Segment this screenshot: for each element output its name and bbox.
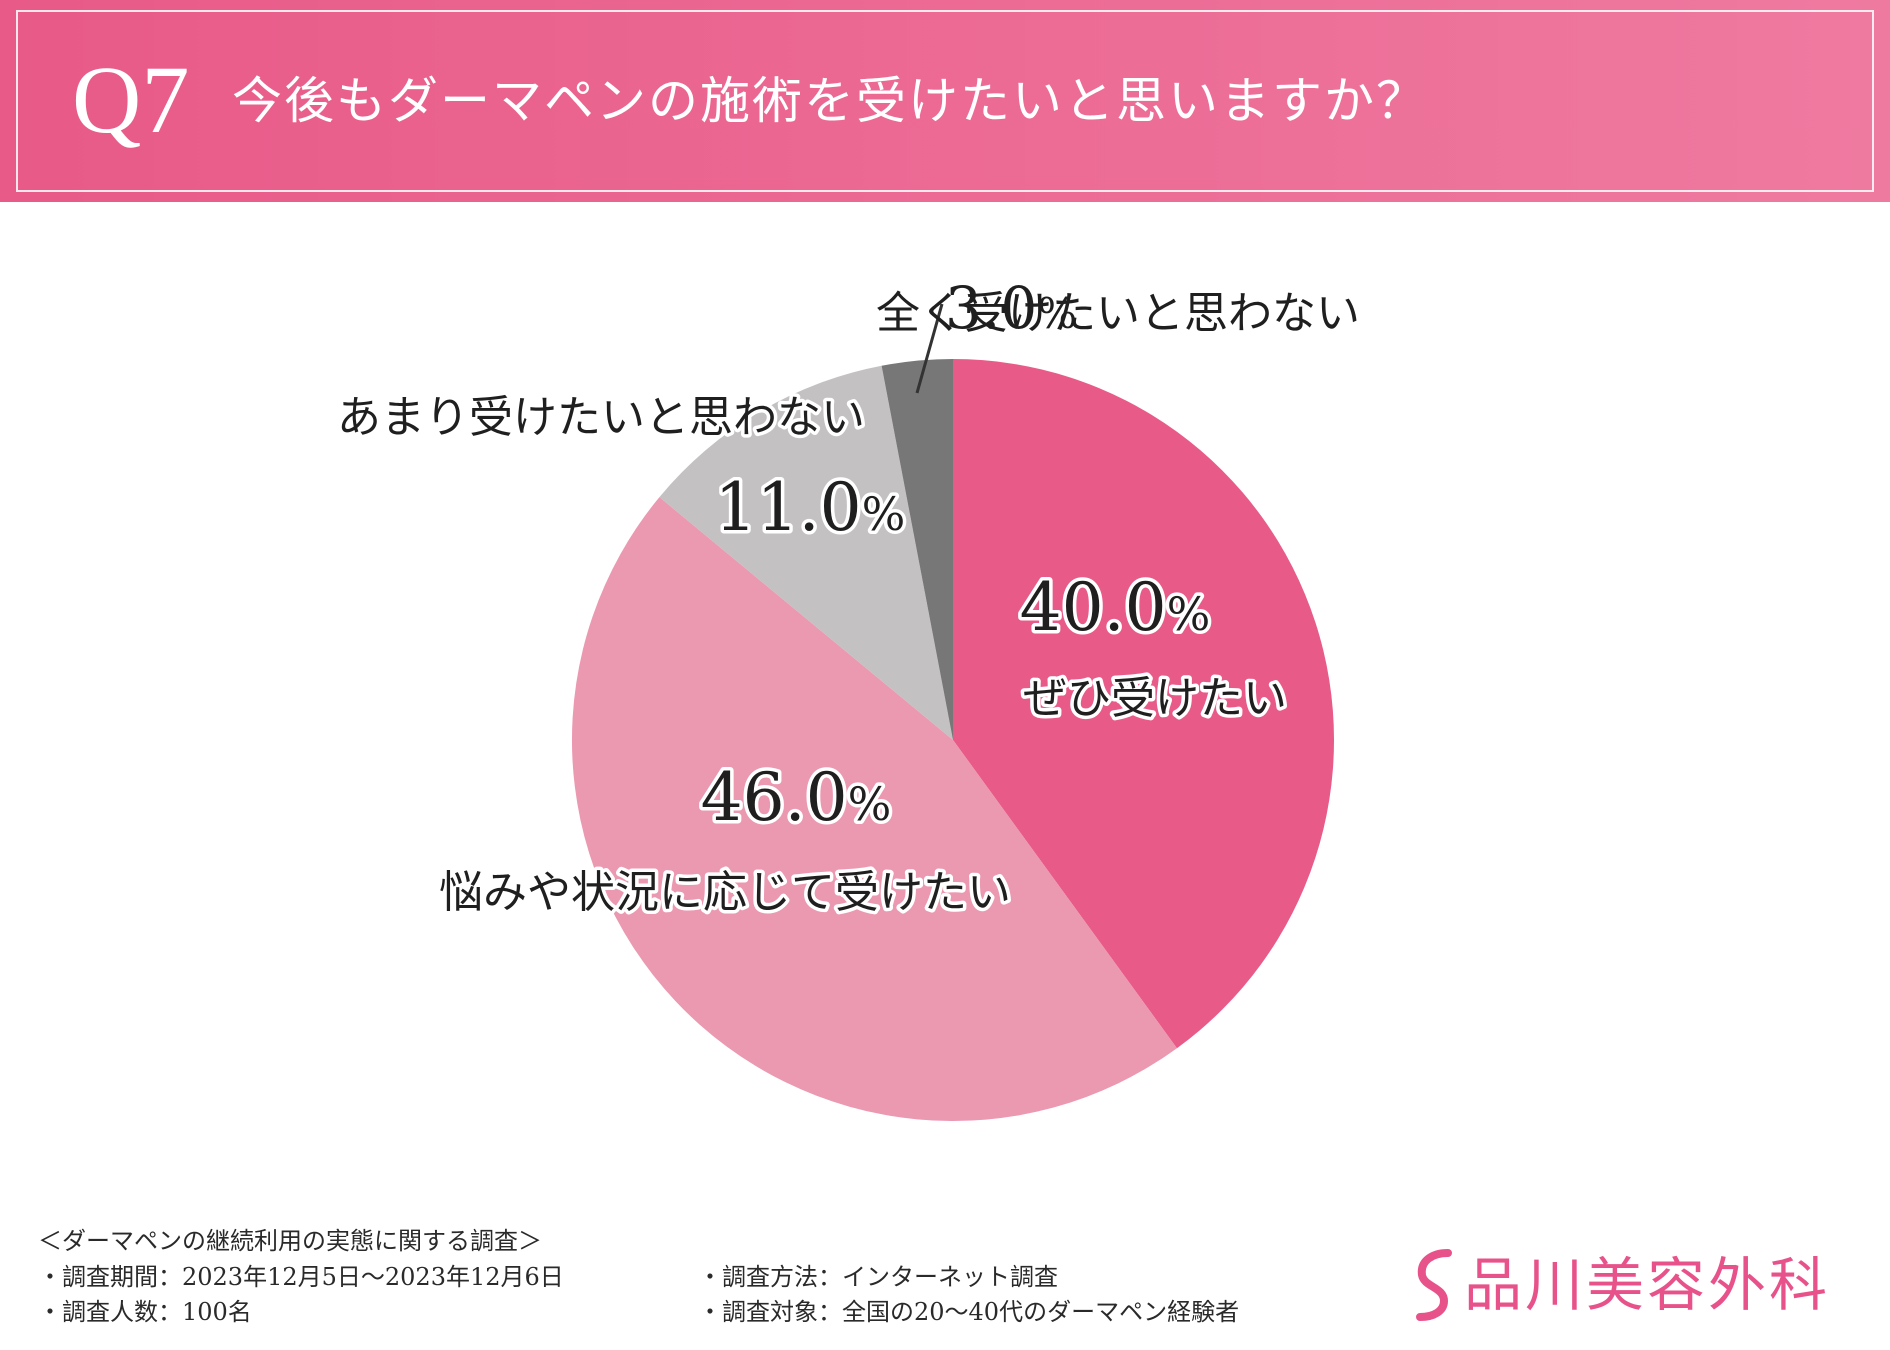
pie-labels: 40.0% ぜひ受けたい 46.0% 悩みや状況に応じて受けたい 11.0% あまり受けた… — [334, 274, 1361, 922]
brand-s-mark-icon — [1416, 1249, 1452, 1321]
survey-period: ・調査期間：2023年12月5日～2023年12月6日 — [38, 1263, 564, 1291]
pie-slice-rather-not — [659, 365, 953, 740]
survey-target: ・調査対象：全国の20～40代のダーマペン経験者 — [698, 1298, 1240, 1326]
category-label-not-at-all: 全く受けたいと思わない — [876, 288, 1360, 339]
value-label-rather-not: 11.0% — [715, 469, 906, 546]
value-label-not-at-all: 3.0% — [945, 274, 1077, 342]
header-frame — [16, 10, 1874, 192]
question-number: Q7 — [72, 46, 190, 153]
pie-slice-depends-on-situation — [571, 497, 1177, 1122]
leader-line-3pct — [915, 303, 944, 394]
pie-chart: 40.0% ぜひ受けたい 46.0% 悩みや状況に応じて受けたい 11.0% あまり受けた… — [334, 274, 1361, 1122]
header-banner: Q7 今後もダーマペンの施術を受けたいと思いますか？ — [0, 0, 1890, 202]
category-label-rather-not: あまり受けたいと思わない — [337, 392, 865, 443]
brand-logo-text: 品川美容外科 — [1464, 1251, 1831, 1319]
category-label-definitely-want: ぜひ受けたい — [1023, 673, 1287, 724]
survey-method: ・調査方法：インターネット調査 — [698, 1263, 1058, 1291]
pie-slices — [571, 359, 1335, 1122]
pie-slice-definitely-want — [953, 359, 1335, 1049]
category-label-depends-on-situation: 悩みや状況に応じて受けたい — [439, 867, 1011, 918]
pie-slice-not-at-all — [881, 359, 953, 740]
value-label-depends-on-situation: 46.0% — [701, 759, 892, 836]
survey-title: ＜ダーマペンの継続利用の実態に関する調査＞ — [38, 1227, 542, 1255]
survey-respondents: ・調査人数：100名 — [38, 1298, 252, 1326]
brand-logo: 品川美容外科 — [1410, 1245, 1830, 1325]
value-label-definitely-want: 40.0% — [1020, 569, 1211, 646]
question-title: 今後もダーマペンの施術を受けたいと思いますか？ — [232, 72, 1428, 130]
